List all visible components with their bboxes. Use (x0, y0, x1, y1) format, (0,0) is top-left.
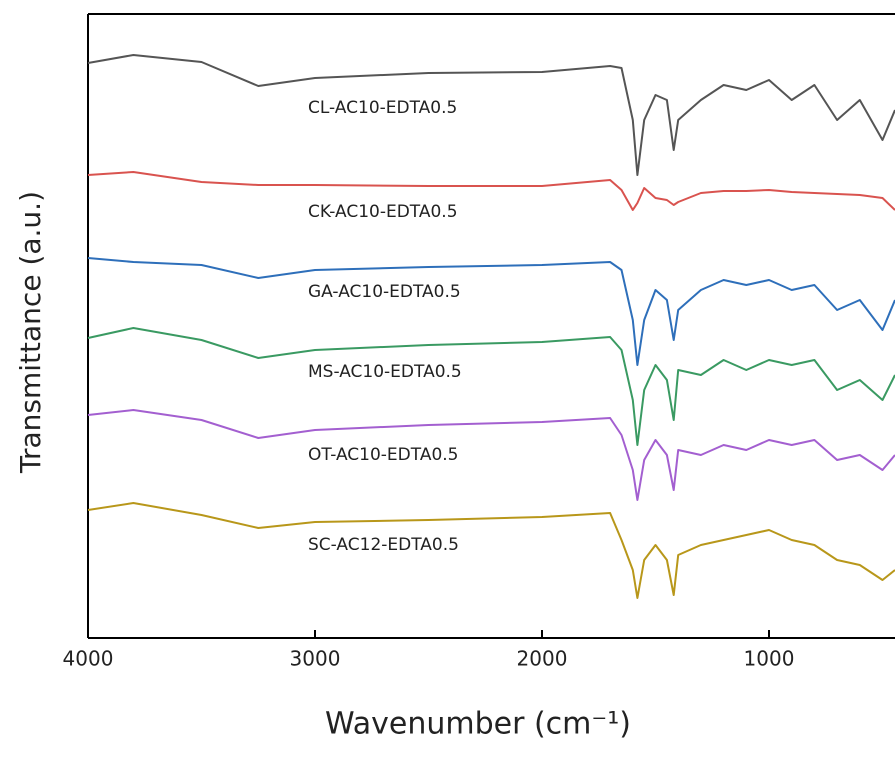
x-tick-label: 4000 (63, 647, 114, 671)
x-tick-label: 1000 (744, 647, 795, 671)
series-label: CL-AC10-EDTA0.5 (308, 98, 457, 118)
spectrum-line (87, 54, 895, 176)
y-axis-label: Transmittance (a.u.) (14, 191, 47, 474)
spectrum-line (87, 171, 895, 211)
spectrum-line (87, 327, 895, 446)
series-label: GA-AC10-EDTA0.5 (308, 282, 461, 302)
x-tick-label: 3000 (290, 647, 341, 671)
series-label: SC-AC12-EDTA0.5 (308, 535, 459, 555)
spectrum-line (87, 257, 895, 366)
spectrum-line (87, 409, 895, 501)
x-axis-label: Wavenumber (cm⁻¹) (325, 707, 631, 742)
x-tick-label: 2000 (517, 647, 568, 671)
series-label: CK-AC10-EDTA0.5 (308, 202, 458, 222)
series-label: MS-AC10-EDTA0.5 (308, 362, 462, 382)
spectrum-line (87, 502, 895, 599)
series-label: OT-AC10-EDTA0.5 (308, 445, 459, 465)
